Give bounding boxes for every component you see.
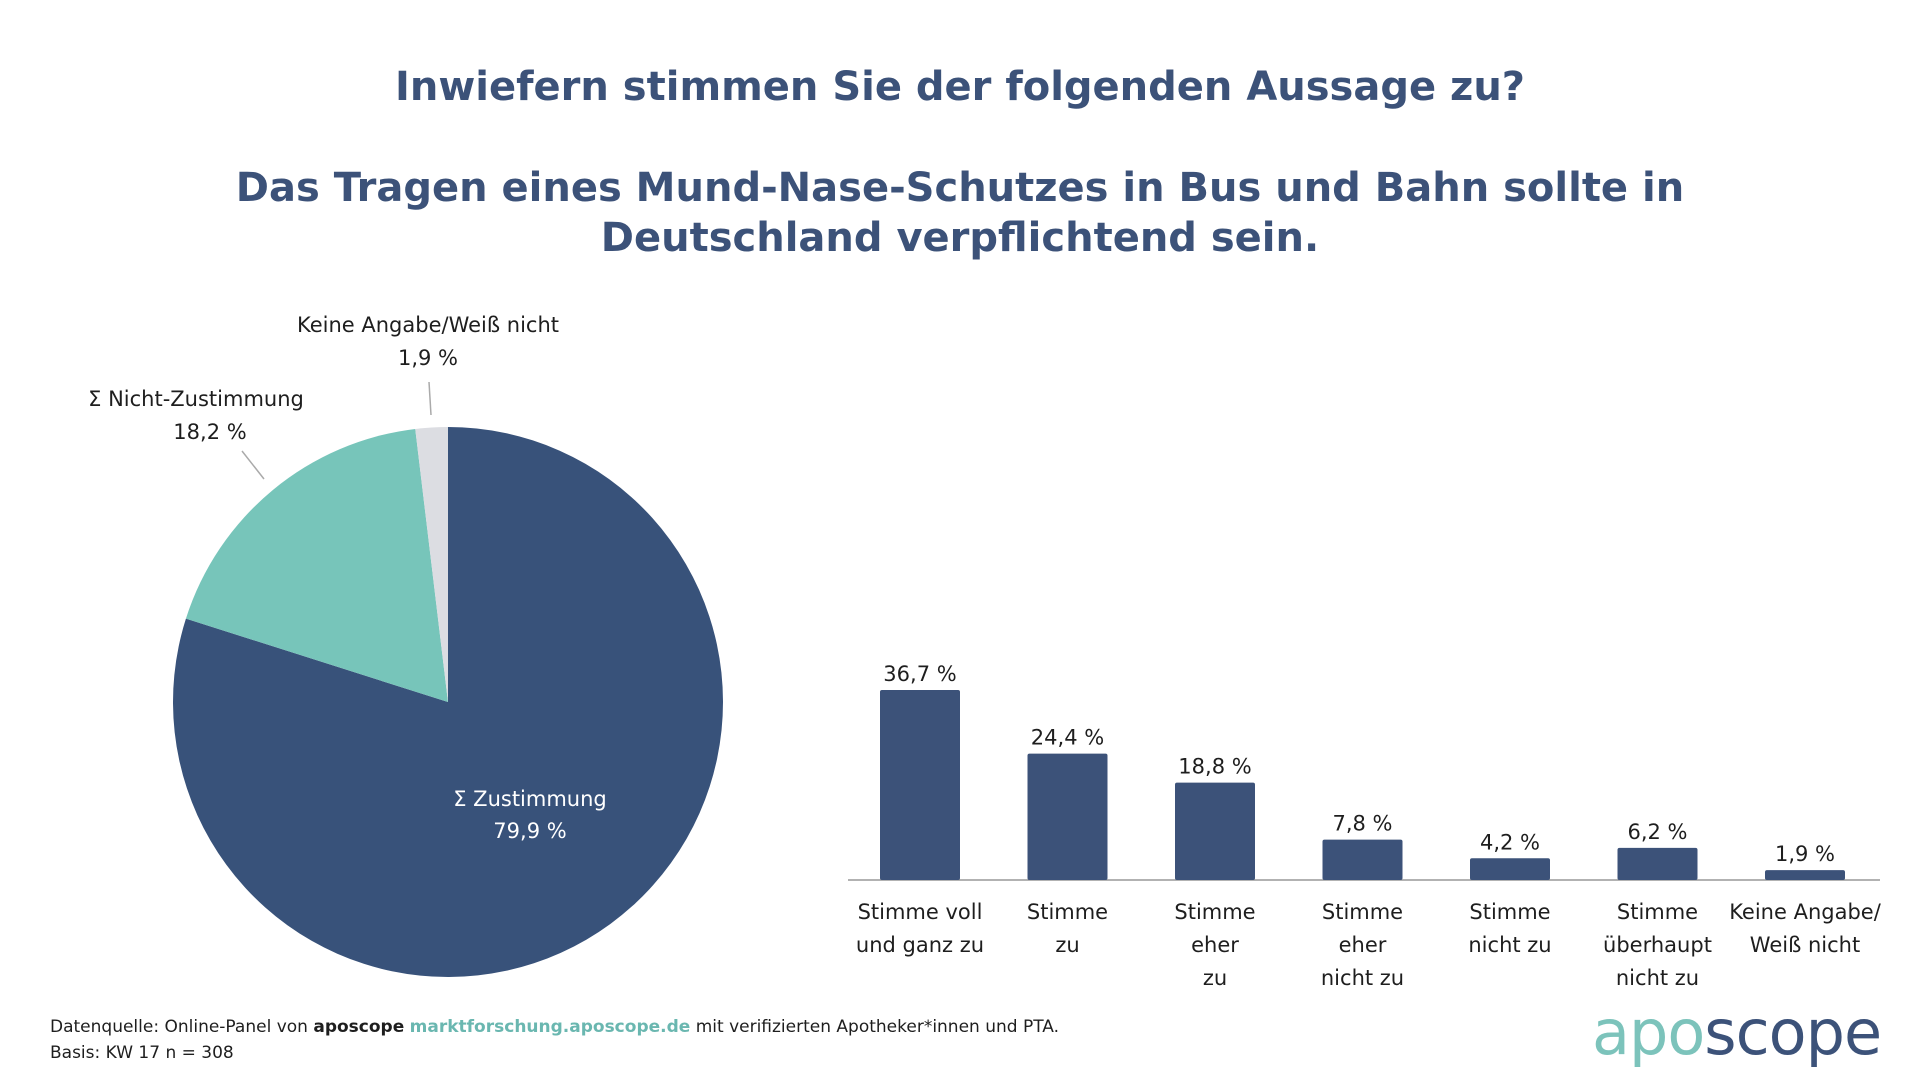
bar-5 xyxy=(1617,847,1698,880)
pie-slice-0 xyxy=(172,427,724,977)
pie-label-2: Keine Angabe/Weiß nicht xyxy=(297,313,559,337)
bar-value-label-4: 4,2 % xyxy=(1480,830,1540,854)
x-tick-label-2-2: zu xyxy=(1203,966,1227,990)
x-tick-label-0-0: Stimme voll xyxy=(858,900,983,924)
x-tick-label-4-0: Stimme xyxy=(1469,900,1550,924)
x-tick-label-5-2: nicht zu xyxy=(1616,966,1699,990)
bar-3 xyxy=(1322,839,1403,880)
source-note: Datenquelle: Online-Panel von aposcope m… xyxy=(50,1014,1059,1040)
pie-label-1: Σ Nicht-Zustimmung xyxy=(88,387,304,411)
basis-note: Basis: KW 17 n = 308 xyxy=(50,1043,234,1063)
logo-scope: scope xyxy=(1704,996,1882,1069)
bar-value-label-0: 36,7 % xyxy=(883,662,956,686)
x-tick-label-3-2: nicht zu xyxy=(1321,966,1404,990)
pie-leader-2 xyxy=(428,381,432,416)
x-tick-label-5-1: überhaupt xyxy=(1603,933,1712,957)
pie-value-0: 79,9 % xyxy=(493,819,566,843)
footer: Datenquelle: Online-Panel von aposcope m… xyxy=(50,1014,1059,1066)
source-prefix: Datenquelle: Online-Panel von xyxy=(50,1017,314,1037)
x-tick-label-0-1: und ganz zu xyxy=(856,933,984,957)
x-tick-label-1-1: zu xyxy=(1055,933,1079,957)
x-tick-label-6-0: Keine Angabe/ xyxy=(1729,900,1882,924)
pie-leader-1 xyxy=(241,450,265,480)
pie-slice-2 xyxy=(415,427,448,702)
pie-slice-1 xyxy=(185,428,449,702)
chart-question: Inwiefern stimmen Sie der folgenden Auss… xyxy=(394,64,1526,110)
source-brand: aposcope xyxy=(313,1017,405,1037)
x-tick-label-1-0: Stimme xyxy=(1027,900,1108,924)
pie-chart: Σ Zustimmung 79,9 % Σ Nicht-Zustimmung 18,2… xyxy=(88,313,724,977)
source-link[interactable]: marktforschung.aposcope.de xyxy=(409,1017,691,1037)
x-tick-label-4-1: nicht zu xyxy=(1468,933,1551,957)
bar-value-label-1: 24,4 % xyxy=(1031,726,1104,750)
source-suffix: mit verifizierten Apotheker*innen und PT… xyxy=(690,1017,1060,1037)
pie-label-0: Σ Zustimmung xyxy=(453,787,607,811)
x-tick-label-2-1: eher xyxy=(1191,933,1239,957)
bar-chart: 36,7 % Stimme voll und ganz zu 24,4 % Stimme… xyxy=(848,662,1882,990)
x-tick-label-2-0: Stimme xyxy=(1174,900,1255,924)
x-tick-label-3-1: eher xyxy=(1339,933,1387,957)
x-tick-label-6-1: Weiß nicht xyxy=(1750,933,1860,957)
chart-statement: Das Tragen eines Mund-Nase-Schutzes in B… xyxy=(235,165,1685,261)
aposcope-logo: aposcope xyxy=(1592,996,1882,1069)
bar-6 xyxy=(1765,870,1845,880)
bar-1 xyxy=(1027,753,1108,880)
pie-value-2: 1,9 % xyxy=(398,346,458,370)
bar-4 xyxy=(1470,858,1550,880)
bar-value-label-3: 7,8 % xyxy=(1332,812,1392,836)
logo-apo: apo xyxy=(1592,996,1705,1069)
pie-value-1: 18,2 % xyxy=(173,420,246,444)
bar-value-label-6: 1,9 % xyxy=(1775,842,1835,866)
bar-value-label-5: 6,2 % xyxy=(1627,820,1687,844)
bar-2 xyxy=(1175,782,1255,880)
x-tick-label-5-0: Stimme xyxy=(1617,900,1698,924)
x-tick-label-3-0: Stimme xyxy=(1322,900,1403,924)
bar-value-label-2: 18,8 % xyxy=(1178,755,1251,779)
bar-0 xyxy=(880,690,960,880)
